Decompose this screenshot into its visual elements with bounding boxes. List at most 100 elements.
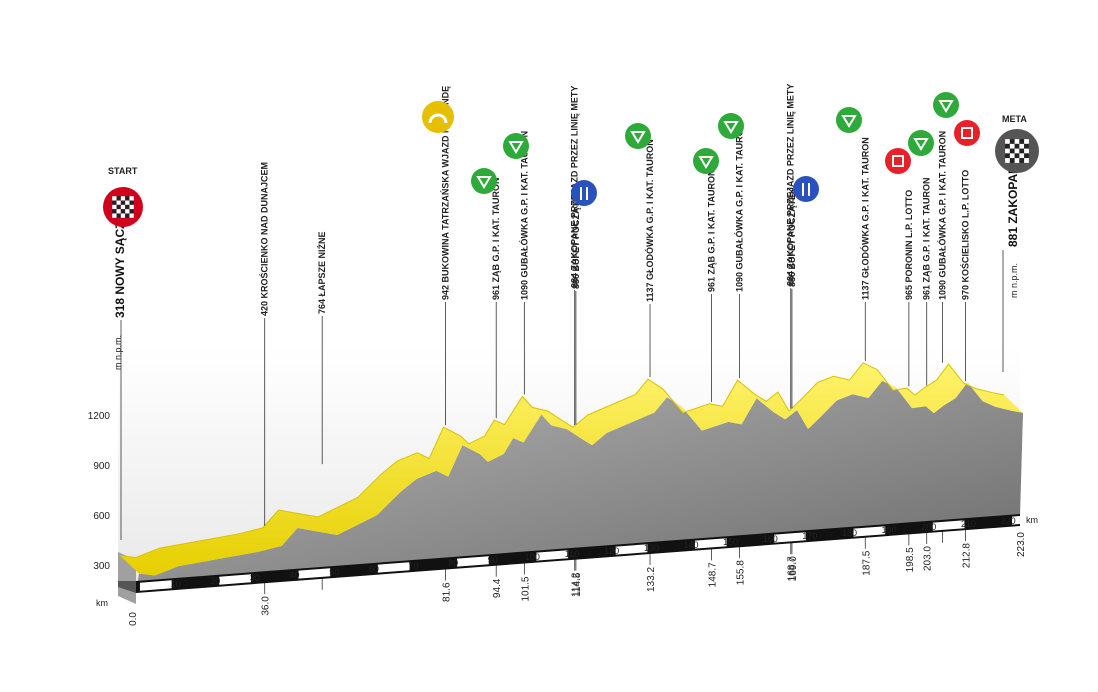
waypoint-km-label: 114.5 bbox=[572, 572, 583, 597]
icon-disc bbox=[908, 130, 934, 156]
climb-triangle bbox=[938, 100, 954, 113]
checker-cell bbox=[125, 200, 130, 205]
checker-cell bbox=[1024, 143, 1029, 149]
waypoint-label: 942 BUKOWINA TATRZAŃSKA WJAZD NA RUNDĘ bbox=[440, 86, 450, 300]
waypoint-label: 884 ZAKOPANE PRZEJAZD PRZEZ LINIĘ METY bbox=[786, 84, 796, 286]
road-band bbox=[120, 362, 1023, 576]
mountain-climb-icon bbox=[625, 123, 651, 149]
km-tick-label-30: 30 bbox=[250, 573, 260, 583]
waypoint-km-label: 203.0 bbox=[923, 546, 934, 571]
km-axis-segment bbox=[853, 526, 886, 537]
km-tick-label-60: 60 bbox=[369, 564, 379, 574]
waypoint-label: 1090 GUBAŁÓWKA G.P. I KAT. TAURON bbox=[518, 131, 529, 300]
waypoint-km-label: 148.7 bbox=[707, 562, 718, 587]
y-tick-label-1200: 1200 bbox=[88, 411, 111, 422]
terrain-body bbox=[136, 380, 1023, 592]
checker-cell bbox=[120, 204, 126, 210]
km-tick-label-110: 110 bbox=[565, 549, 579, 559]
waypoint-km-label: 101.5 bbox=[520, 576, 531, 601]
km-tick-label-150: 150 bbox=[723, 537, 738, 547]
km-tick-label-220: 220 bbox=[1001, 516, 1016, 526]
climb-triangle bbox=[698, 156, 714, 169]
checker-cell bbox=[116, 213, 121, 218]
km-axis-segment bbox=[298, 568, 331, 579]
checker-cell bbox=[120, 200, 126, 205]
km-axis-segment bbox=[377, 562, 410, 573]
climb-triangle bbox=[913, 138, 929, 151]
climb-triangle bbox=[723, 121, 739, 134]
waypoint-km-label: 187.5 bbox=[861, 550, 872, 575]
finish-place-label: 881 ZAKOPANE bbox=[1006, 157, 1020, 247]
checker-cell bbox=[1009, 143, 1015, 149]
checker-cell bbox=[1014, 143, 1020, 149]
km-tick-label-210: 210 bbox=[961, 519, 976, 529]
start-flag-icon bbox=[103, 187, 143, 227]
waypoint-label: 886 BUFET POCZĄTEK bbox=[571, 189, 581, 289]
checker-cell bbox=[1009, 158, 1015, 163]
checker-cell bbox=[1014, 148, 1020, 154]
km-tick-label-190: 190 bbox=[882, 525, 897, 535]
x-axis-label-left: km bbox=[96, 598, 108, 608]
finish-unit-label: m n.p.m. bbox=[1009, 263, 1019, 298]
km-tick-label-40: 40 bbox=[290, 570, 300, 580]
checker-cell bbox=[1024, 158, 1029, 163]
sprint-square-inner bbox=[963, 129, 971, 137]
waypoint-label: 420 KROŚCIENKO NAD DUNAJCEM bbox=[259, 162, 270, 316]
y-tick-label-600: 600 bbox=[93, 511, 110, 522]
waypoint-label: 965 PORONIN L.P. LOTTO bbox=[904, 190, 914, 300]
checker-cell bbox=[120, 209, 126, 214]
sprint-square-inner bbox=[894, 157, 902, 165]
icon-disc bbox=[693, 148, 719, 174]
checker-cell bbox=[1009, 148, 1015, 154]
icon-disc bbox=[422, 101, 454, 133]
waypoint-label: 1090 GUBAŁÓWKA G.P. I KAT. TAURON bbox=[734, 123, 745, 292]
km-axis-segment bbox=[219, 574, 251, 585]
intermediate-sprint-icon bbox=[954, 120, 980, 146]
km-axis-segment bbox=[536, 550, 569, 561]
checker-cell bbox=[1005, 148, 1010, 154]
icon-disc bbox=[625, 123, 651, 149]
circuit-entry-icon bbox=[422, 101, 454, 133]
checker-cell bbox=[1019, 139, 1025, 144]
icon-disc bbox=[571, 180, 597, 206]
start-km-label: 0.0 bbox=[128, 612, 139, 626]
finish-flag-icon bbox=[995, 129, 1039, 173]
waypoint-km-label: 36.0 bbox=[261, 596, 272, 616]
waypoint-label: 961 ZĄB G.P. I KAT. TAURON bbox=[491, 177, 501, 300]
checker-cell bbox=[1014, 153, 1020, 159]
y-axis-label: m n.p.m. bbox=[113, 335, 123, 370]
checker-cell bbox=[1019, 148, 1025, 154]
km-tick-label-160: 160 bbox=[763, 534, 778, 544]
checker-cell bbox=[129, 196, 134, 201]
checker-cell bbox=[125, 213, 130, 218]
climb-triangle bbox=[476, 176, 492, 189]
checker-cell bbox=[1005, 139, 1010, 144]
waypoint-label: 961 ZĄB G.P. I KAT. TAURON bbox=[922, 177, 932, 300]
icon-disc bbox=[793, 176, 819, 202]
checker-cell bbox=[125, 204, 130, 210]
waypoint-km-label: 169.0 bbox=[788, 556, 799, 581]
intermediate-sprint-icon bbox=[885, 148, 911, 174]
checker-cell bbox=[1019, 143, 1025, 149]
waypoint-label: 961 ZĄB G.P. I KAT. TAURON bbox=[706, 169, 716, 292]
checker-cell bbox=[1009, 139, 1015, 144]
waypoint-label: 1090 GUBAŁÓWKA G.P. I KAT. TAURON bbox=[937, 131, 948, 300]
km-tick-label-200: 200 bbox=[921, 522, 936, 532]
km-axis-segment bbox=[615, 544, 648, 555]
checker-cell bbox=[1024, 148, 1029, 154]
waypoint-label: 1137 GŁODÓWKA G.P. I KAT. TAURON bbox=[644, 139, 655, 302]
checker-cell bbox=[116, 209, 121, 214]
km-tick-label-50: 50 bbox=[329, 567, 339, 577]
waypoint-km-label: 198.5 bbox=[905, 547, 916, 572]
icon-disc bbox=[933, 92, 959, 118]
checker-cell bbox=[129, 204, 134, 210]
checker-cell bbox=[1014, 158, 1020, 163]
km-tick-label-130: 130 bbox=[644, 543, 659, 553]
mountain-climb-icon bbox=[908, 130, 934, 156]
km-tick-label-10: 10 bbox=[171, 579, 181, 589]
km-tick-label-90: 90 bbox=[488, 555, 498, 565]
climb-triangle bbox=[630, 131, 646, 144]
feed-zone-icon bbox=[571, 180, 597, 206]
checker-cell bbox=[1005, 153, 1010, 159]
climb-triangle bbox=[841, 115, 857, 128]
